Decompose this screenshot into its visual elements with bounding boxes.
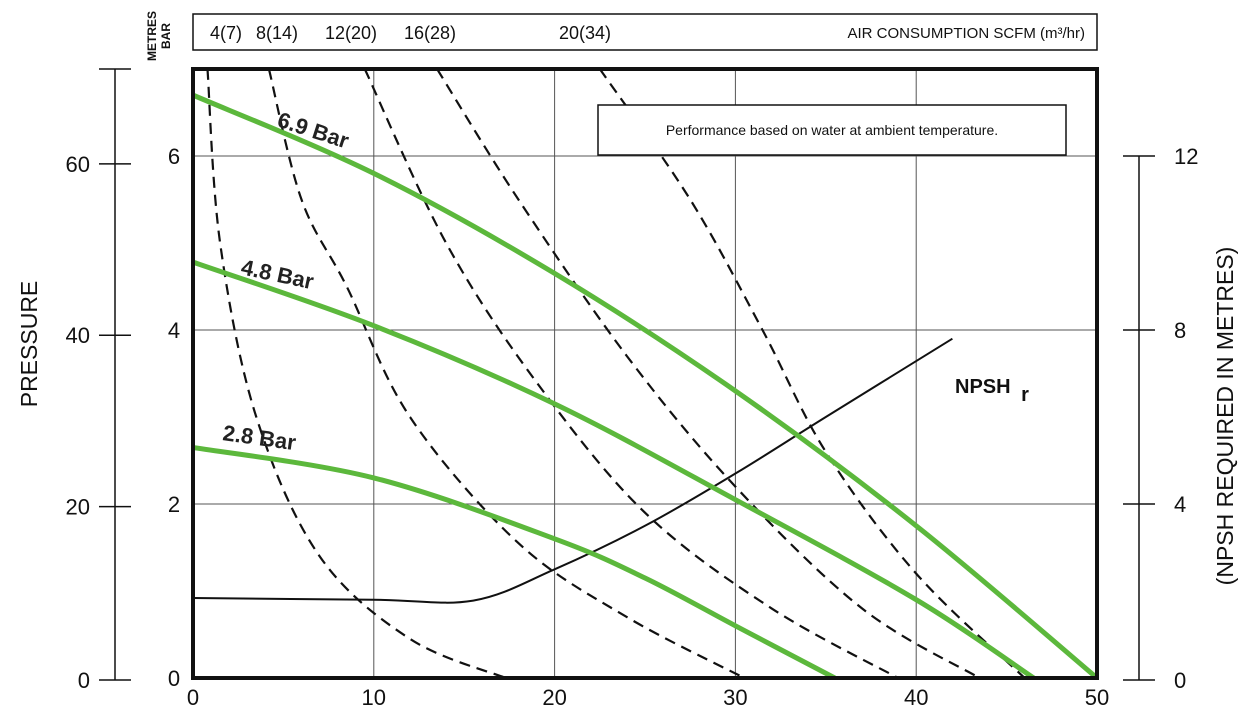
air-label-1: 8(14) (256, 23, 298, 43)
grid (193, 69, 1097, 678)
npsh-tick-label-8: 8 (1174, 318, 1186, 343)
air-label-2: 12(20) (325, 23, 377, 43)
x-tick-label-40: 40 (904, 685, 928, 710)
series-label-4-8-bar: 4.8 Bar (239, 254, 316, 294)
npsh-series-label: NPSH r (955, 376, 1029, 406)
x-tick-label-50: 50 (1085, 685, 1109, 710)
air-label-3: 16(28) (404, 23, 456, 43)
bar-tick-label-4: 4 (168, 318, 180, 343)
bar-axis-ticks: 0 2 4 6 (168, 144, 180, 691)
air-curve-3 (436, 69, 981, 678)
x-tick-label-30: 30 (723, 685, 747, 710)
pressure-curve-2 (193, 445, 836, 678)
air-curve-1 (267, 69, 745, 678)
bar-unit-label: BAR (159, 23, 173, 49)
npsh-tick-label-12: 12 (1174, 144, 1198, 169)
air-consumption-curves (206, 69, 1026, 678)
npsh-label-subscript: r (1021, 384, 1029, 406)
npsh-tick-label-4: 4 (1174, 492, 1186, 517)
metres-tick-label-0: 0 (78, 668, 90, 693)
pressure-curves (193, 92, 1097, 678)
pressure-axis-title: PRESSURE (16, 281, 42, 408)
air-label-4: 20(34) (559, 23, 611, 43)
x-tick-label-0: 0 (187, 685, 199, 710)
npsh-axis-title: (NPSH REQUIRED IN METRES) (1212, 247, 1238, 586)
bar-tick-label-6: 6 (168, 144, 180, 169)
air-consumption-box (192, 13, 1098, 51)
series-label-2-8-bar: 2.8 Bar (221, 420, 298, 455)
metres-tick-label-40: 40 (66, 323, 90, 348)
metres-tick-label-20: 20 (66, 495, 90, 520)
npsh-axis-ticks: 0 4 8 12 (1123, 144, 1198, 693)
npsh-label-main: NPSH (955, 376, 1011, 398)
x-tick-label-10: 10 (362, 685, 386, 710)
npsh-tick-label-0: 0 (1174, 668, 1186, 693)
pressure-curve-1 (193, 259, 1036, 678)
note-box (597, 104, 1067, 156)
plot-frame (191, 67, 1099, 680)
x-axis-ticks: 0 10 20 30 40 50 (187, 685, 1109, 710)
metres-unit-label: METRES (145, 11, 159, 61)
air-consumption-title: AIR CONSUMPTION SCFM (m³/hr) (848, 25, 1086, 42)
pressure-curve-0 (193, 92, 1097, 678)
air-label-0: 4(7) (210, 23, 242, 43)
x-tick-label-20: 20 (542, 685, 566, 710)
bar-tick-label-2: 2 (168, 492, 180, 517)
bar-tick-label-0: 0 (168, 666, 180, 691)
metres-tick-label-60: 60 (66, 152, 90, 177)
air-curve-4 (598, 69, 1026, 678)
air-consumption-labels: 4(7) 8(14) 12(20) 16(28) 20(34) (210, 23, 611, 43)
metres-axis-ticks: 0 20 40 60 (66, 152, 131, 693)
air-curve-0 (206, 69, 507, 678)
air-curve-2 (363, 69, 899, 678)
npsh-curve-group (192, 337, 953, 604)
npsh-curve (192, 337, 953, 604)
note-text: Performance based on water at ambient te… (666, 122, 998, 138)
